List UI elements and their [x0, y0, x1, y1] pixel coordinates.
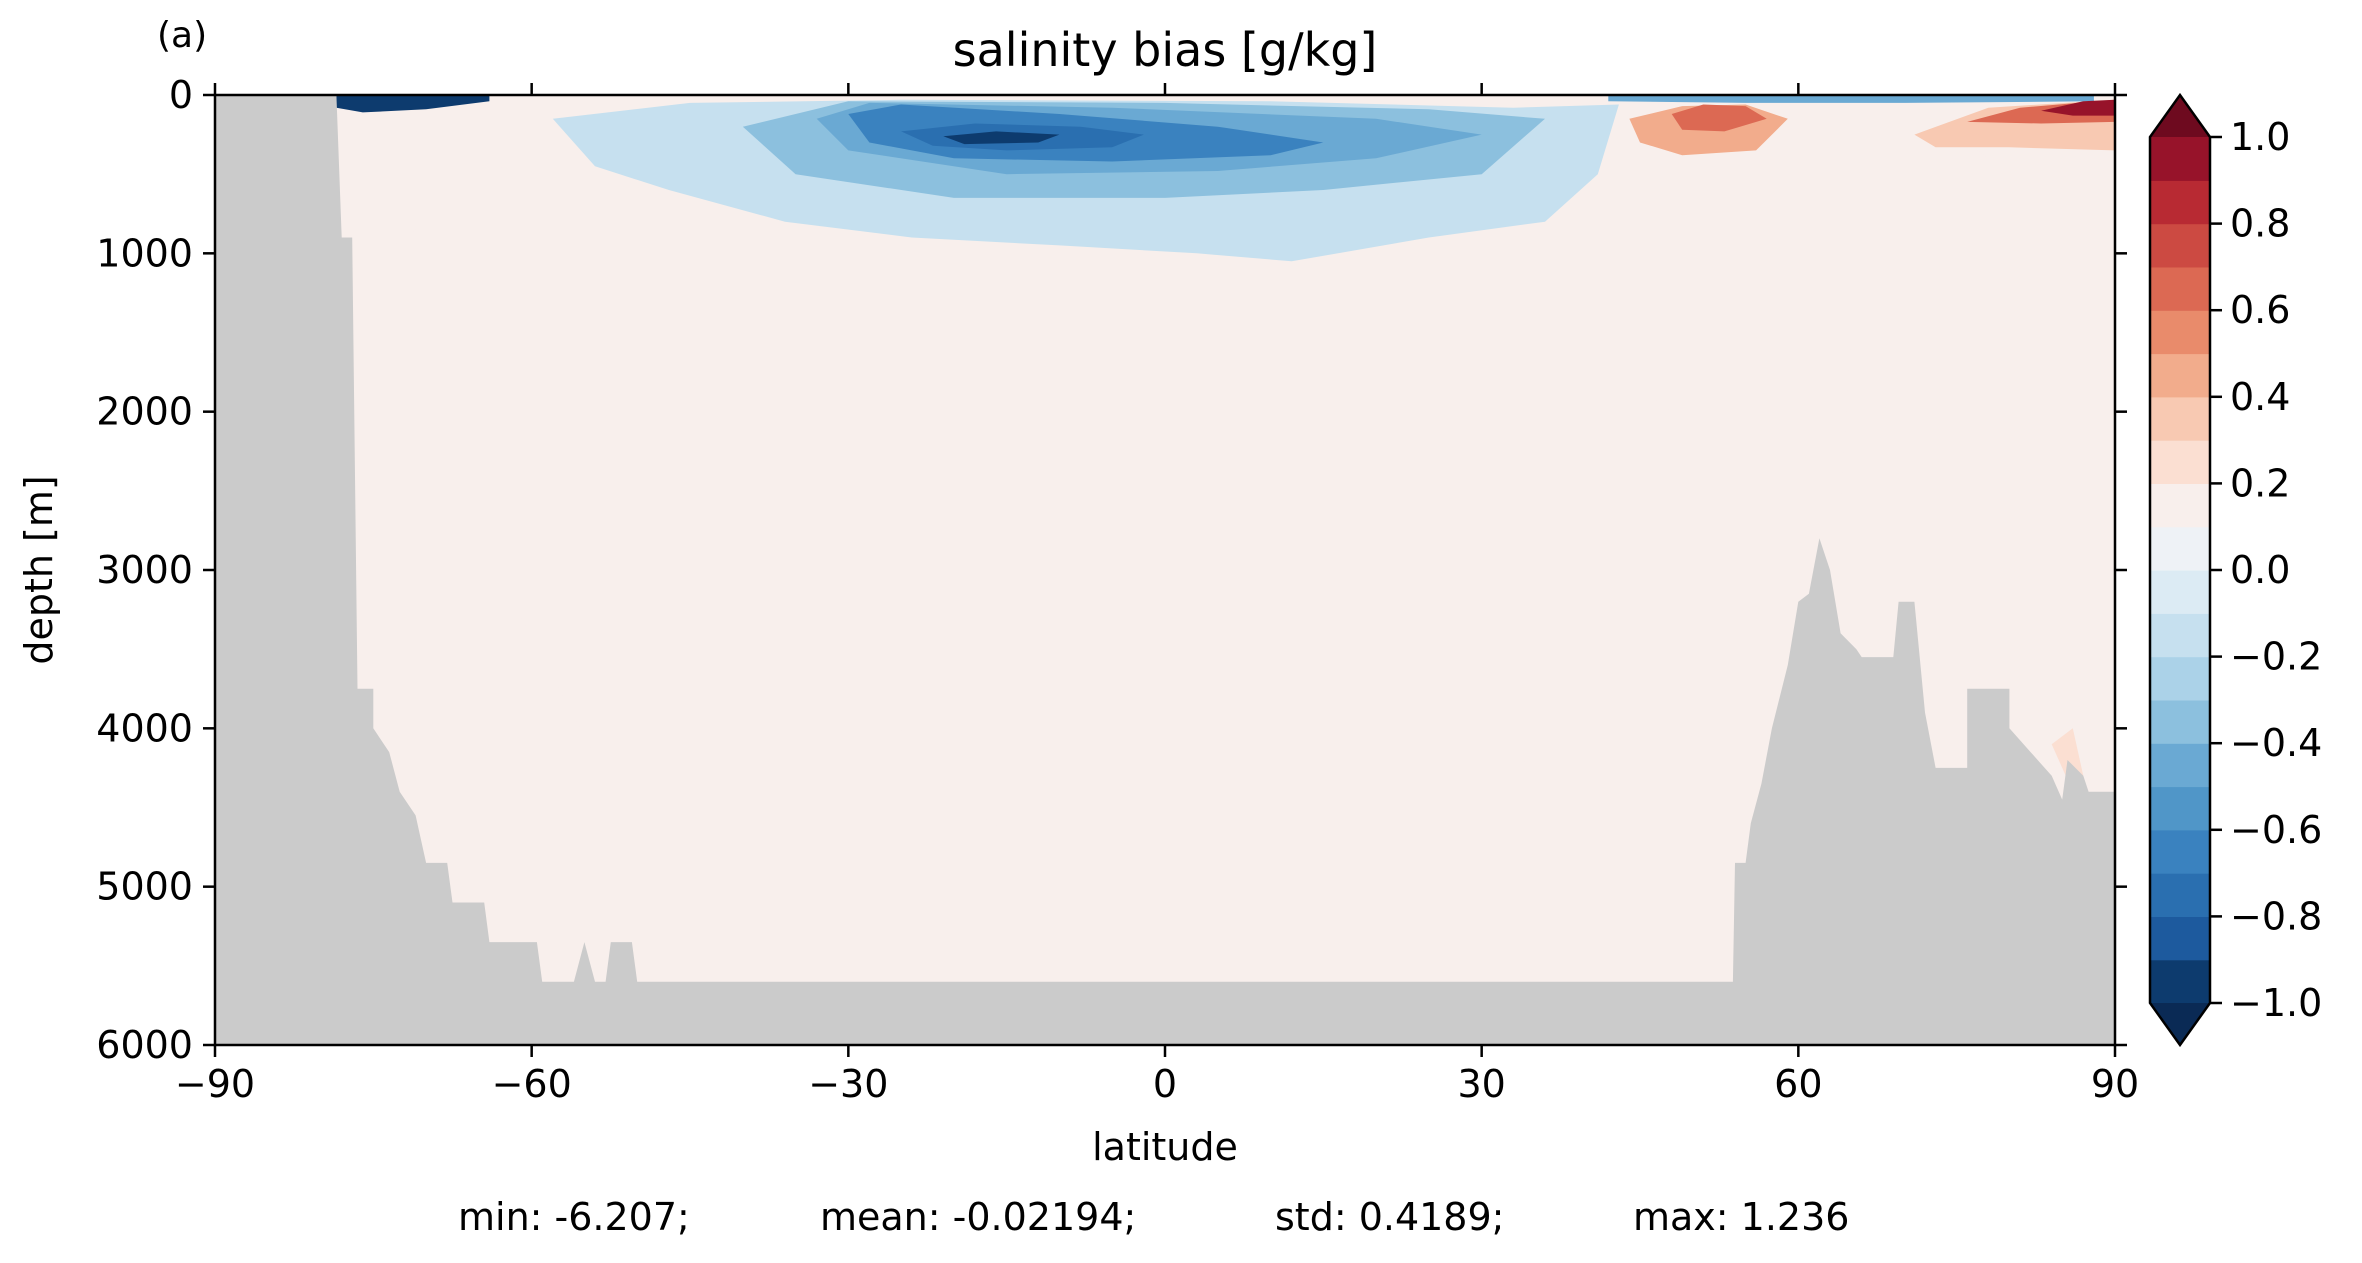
- colorbar-tick-label: 0.8: [2230, 202, 2290, 246]
- bias-region: [1671, 104, 1767, 132]
- colorbar-tick-label: 0.4: [2230, 375, 2290, 419]
- y-axis: 0 1000 2000 3000 4000 5000 6000: [96, 73, 2127, 1067]
- colorbar-band: [2150, 873, 2210, 917]
- x-tick-label: 60: [1774, 1062, 1822, 1106]
- colorbar-extend-max: [2150, 95, 2210, 137]
- x-axis: −90 −60 −30 0 30 60 90: [175, 83, 2139, 1106]
- colorbar-extend-min: [2150, 1003, 2210, 1045]
- colorbar-band: [2150, 223, 2210, 268]
- y-tick-label: 5000: [96, 865, 193, 909]
- bias-region: [1397, 728, 1588, 982]
- stat-min: min: -6.207;: [458, 1195, 690, 1239]
- colorbar-band: [2150, 310, 2210, 355]
- bias-region: [1608, 95, 2094, 103]
- colorbar-band: [2150, 916, 2210, 961]
- x-tick-label: −60: [492, 1062, 572, 1106]
- bias-region: [1154, 957, 1187, 982]
- colorbar-band: [2150, 396, 2210, 441]
- stat-std: std: 0.4189;: [1275, 1195, 1505, 1239]
- bias-region: [341, 118, 437, 254]
- colorbar-tick-label: −0.4: [2230, 721, 2322, 765]
- x-tick-label: −90: [175, 1062, 255, 1106]
- land-mask: [215, 95, 2115, 1045]
- colorbar-tick-label: 0.2: [2230, 461, 2290, 505]
- colorbar-band: [2150, 570, 2210, 614]
- bias-region: [1333, 831, 1392, 982]
- bias-region: [336, 95, 490, 113]
- colorbar-band: [2150, 353, 2210, 398]
- panel-label: (a): [157, 15, 207, 56]
- colorbar-band: [2150, 743, 2210, 788]
- chart-title: salinity bias [g/kg]: [953, 23, 1378, 77]
- colorbar-tick-label: −0.8: [2230, 894, 2322, 938]
- bias-region: [1840, 110, 2115, 800]
- bias-region: [1228, 831, 1313, 982]
- y-tick-label: 0: [169, 73, 193, 117]
- colorbar-band: [2150, 786, 2210, 831]
- colorbar-tick-label: −0.2: [2230, 635, 2322, 679]
- colorbar-tick-label: 0.6: [2230, 288, 2290, 332]
- y-tick-label: 2000: [96, 390, 193, 434]
- colorbar-tick-label: 0.0: [2230, 548, 2290, 592]
- statistics-line: min: -6.207; mean: -0.02194; std: 0.4189…: [0, 1195, 2362, 1245]
- x-tick-label: 90: [2091, 1062, 2139, 1106]
- x-tick-label: 0: [1153, 1062, 1177, 1106]
- colorbar-band: [2150, 180, 2210, 225]
- colorbar-tick-label: 1.0: [2230, 115, 2290, 159]
- colorbar-band: [2150, 526, 2210, 571]
- stat-max: max: 1.236: [1633, 1195, 1850, 1239]
- y-tick-label: 4000: [96, 706, 193, 750]
- bias-region: [943, 131, 1060, 145]
- colorbar-band: [2150, 613, 2210, 658]
- colorbar-band: [2150, 656, 2210, 701]
- colorbar-band: [2150, 266, 2210, 311]
- colorbar-band: [2150, 137, 2210, 181]
- y-tick-label: 1000: [96, 231, 193, 275]
- x-axis-label: latitude: [1092, 1125, 1238, 1169]
- colorbar-band: [2150, 959, 2210, 1004]
- y-tick-label: 6000: [96, 1023, 193, 1067]
- x-tick-label: 30: [1457, 1062, 1505, 1106]
- colorbar: −1.0 −0.8 −0.6 −0.4 −0.2 0.0 0.2 0.4 0.6 0.8 1.0: [2148, 92, 2322, 1048]
- y-tick-label: 3000: [96, 548, 193, 592]
- colorbar-band: [2150, 699, 2210, 744]
- colorbar-tick-label: −1.0: [2230, 981, 2322, 1025]
- bias-region: [478, 158, 1060, 982]
- x-tick-label: −30: [808, 1062, 888, 1106]
- colorbar-band: [2150, 440, 2210, 484]
- stat-mean: mean: -0.02194;: [820, 1195, 1137, 1239]
- y-axis-label: depth [m]: [17, 475, 61, 664]
- bias-region: [2041, 99, 2115, 116]
- colorbar-band: [2150, 829, 2210, 874]
- plot-area: [213, 93, 2117, 1047]
- bias-region: [1608, 118, 1799, 412]
- colorbar-tick-label: −0.6: [2230, 808, 2322, 852]
- colorbar-band: [2150, 483, 2210, 528]
- bias-contour-layer: [336, 95, 2115, 982]
